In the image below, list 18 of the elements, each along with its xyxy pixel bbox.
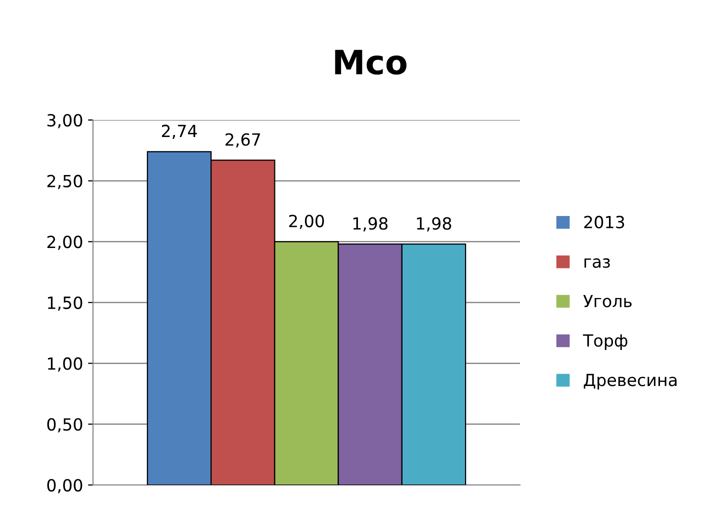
- legend-label: Древесина: [584, 374, 677, 390]
- data-label: 1,98: [353, 217, 388, 232]
- data-label: 2,00: [289, 214, 324, 230]
- y-tick-label: 0,50: [47, 418, 82, 432]
- legend-label: Уголь: [583, 294, 632, 308]
- legend-label: газ: [584, 258, 610, 268]
- data-label: 2,74: [162, 124, 197, 139]
- chart-title: Mco: [335, 50, 406, 75]
- data-label: 2,67: [226, 133, 260, 148]
- y-tick-label: 1,50: [48, 296, 82, 311]
- data-label: 1,98: [417, 217, 452, 232]
- y-tick-label: 2,00: [47, 236, 82, 250]
- y-tick-label: 3,00: [47, 114, 82, 128]
- y-tick-label: 0,00: [47, 478, 82, 494]
- y-tick-label: 1,00: [48, 357, 82, 372]
- legend-label: Торф: [582, 334, 628, 350]
- y-tick-label: 2,50: [47, 174, 82, 190]
- legend-label: 2013: [584, 216, 624, 228]
